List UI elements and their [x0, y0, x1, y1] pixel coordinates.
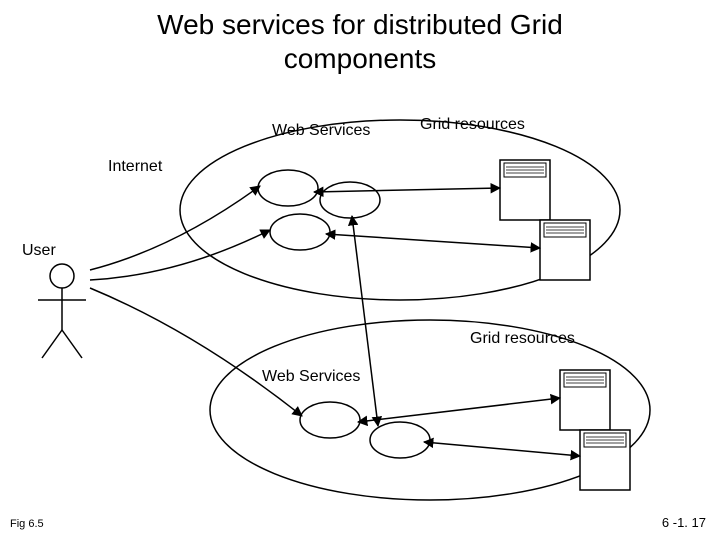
- diagram: [0, 0, 720, 540]
